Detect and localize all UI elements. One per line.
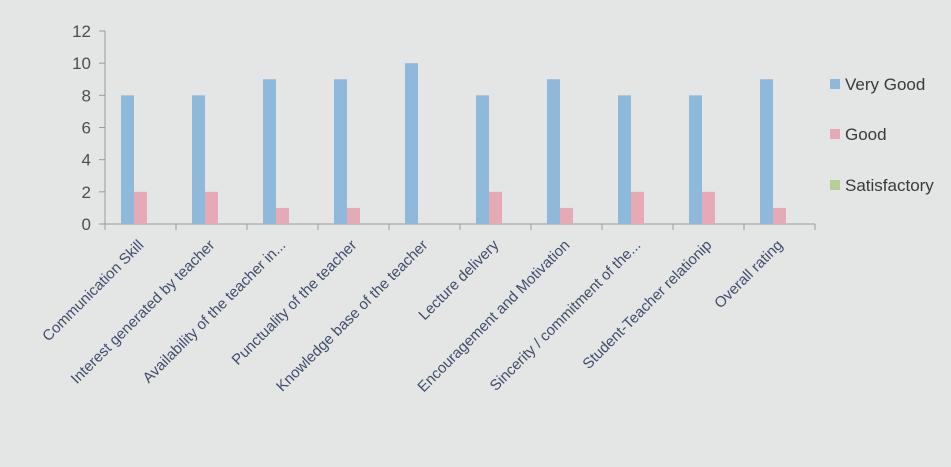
legend-swatch [830,180,840,190]
bar-very-good [334,79,347,224]
bar-good [560,207,573,224]
bars-layer [121,63,786,224]
x-category-label: Availability of the teacher in... [140,237,290,387]
bar-very-good [547,79,560,224]
y-tick-label: 0 [82,215,91,234]
bar-very-good [192,95,205,224]
legend-swatch [830,79,840,89]
y-tick-label: 2 [82,183,91,202]
y-tick-label: 6 [82,119,91,138]
x-category-label: Knowledge base of the teacher [273,237,431,395]
bar-good [631,191,644,224]
x-category-label: Overall rating [711,237,786,312]
bar-very-good [263,79,276,224]
bar-very-good [121,95,134,224]
y-tick-label: 8 [82,86,91,105]
bar-good [773,207,786,224]
bar-good [347,207,360,224]
legend-label: Satisfactory [845,176,934,195]
bar-very-good [405,63,418,224]
bar-good [134,191,147,224]
y-tick-label: 10 [72,54,91,73]
legend-swatch [830,129,840,139]
bar-good [205,191,218,224]
x-category-label: Interest generated by teacher [68,237,219,388]
bar-very-good [618,95,631,224]
x-category-label: Punctuality of the teacher [229,237,361,369]
legend-label: Very Good [845,75,925,94]
legend: Very Good Good Satisfactory [830,75,934,195]
bar-very-good [689,95,702,224]
y-tick-label: 12 [72,22,91,41]
x-category-label: Sincerity / commitment of the... [487,237,645,395]
x-category-label: Encouragement and Motivation [414,237,573,396]
x-category-label: Student-Teacher relationip [579,237,715,373]
y-tick-label: 4 [82,151,91,170]
bar-good [276,207,289,224]
bar-very-good [476,95,489,224]
bar-good [489,191,502,224]
legend-label: Good [845,125,887,144]
bar-good [702,191,715,224]
bar-very-good [760,79,773,224]
